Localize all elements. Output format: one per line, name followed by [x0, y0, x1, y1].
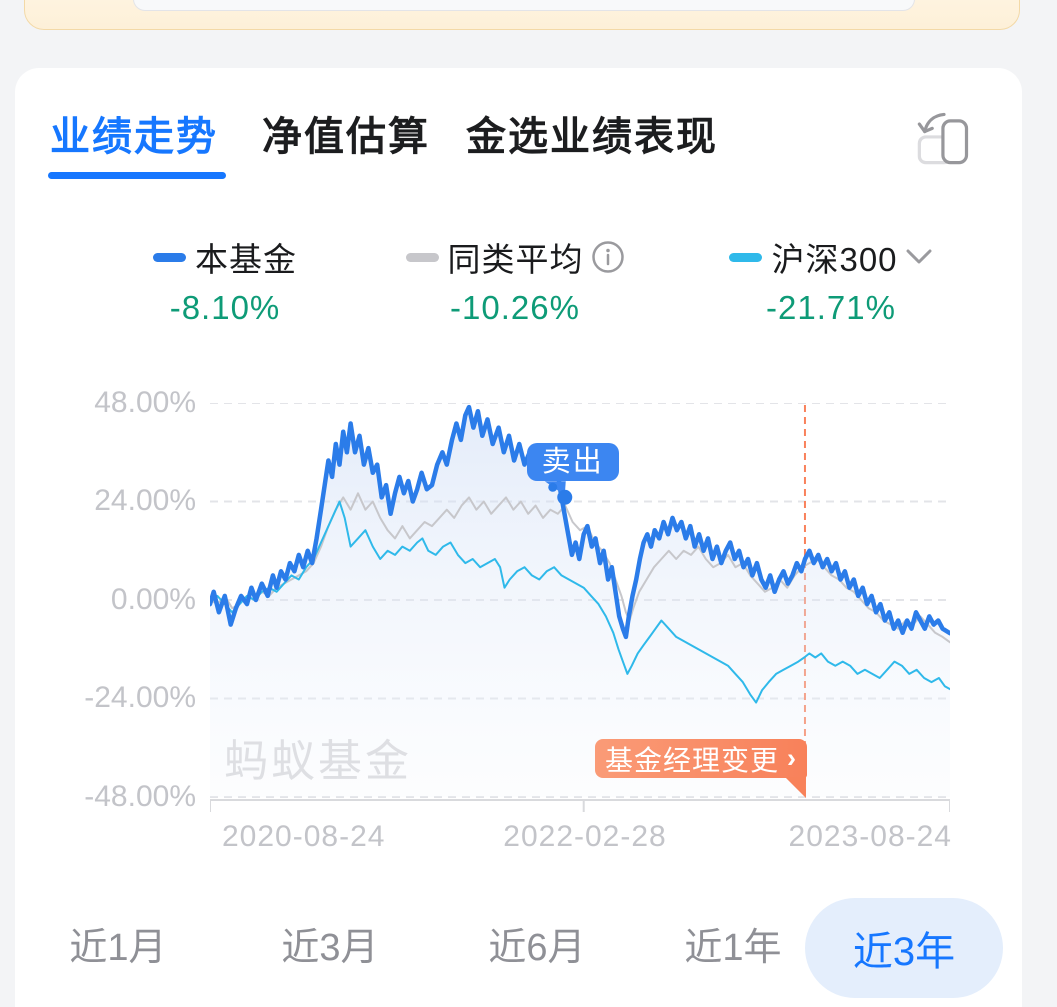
time-range-3m[interactable]: 近3月	[281, 927, 379, 969]
legend-dash-1	[405, 252, 439, 262]
time-range-6m[interactable]: 近6月	[488, 927, 586, 969]
legend-item-category-average: 同类平均 -10.26%	[387, 234, 643, 327]
legend-item-fund: 本基金 -8.10%	[120, 234, 330, 327]
legend-label-csi300: 沪深300	[771, 241, 898, 278]
index-dropdown-chevron-icon[interactable]	[905, 248, 933, 266]
manager-change-label: 基金经理变更	[604, 744, 779, 776]
performance-card: 业绩走势 净值估算 金选业绩表现 本基金 -8.10% 同类平均	[15, 68, 1022, 1007]
sell-marker-tooltip[interactable]: 卖出	[526, 443, 619, 482]
y-axis-tick-neg24: -24.00%	[84, 681, 196, 714]
x-axis-tick-1: 2022-02-28	[503, 820, 667, 853]
watermark: 蚂蚁基金	[224, 737, 412, 786]
time-range-1y[interactable]: 近1年	[684, 927, 782, 969]
rotate-screen-button[interactable]	[916, 108, 972, 168]
time-range-3y-active[interactable]: 近3年	[805, 898, 1003, 998]
active-tab-underline	[48, 172, 226, 179]
tab-gold-select-performance[interactable]: 金选业绩表现	[466, 115, 718, 159]
top-banner-card	[24, 0, 1020, 30]
tab-net-value-estimate[interactable]: 净值估算	[262, 115, 430, 159]
tab-performance-trend[interactable]: 业绩走势	[50, 115, 218, 159]
legend-label-category-average: 同类平均	[447, 241, 584, 278]
rotate-screen-icon	[917, 112, 969, 165]
legend-value-2: -21.71%	[766, 289, 896, 326]
legend-dash-0	[153, 252, 186, 262]
legend-item-csi300: 沪深300 -21.71%	[707, 234, 955, 327]
top-banner-inner-bar	[133, 0, 915, 11]
y-axis-tick-0: 0.00%	[110, 583, 196, 616]
x-axis-tick-2: 2023-08-24	[788, 820, 952, 853]
x-axis-tick-0: 2020-08-24	[222, 820, 386, 853]
legend-value-1: -10.26%	[450, 289, 580, 326]
manager-change-badge[interactable]: 基金经理变更 ›	[594, 739, 807, 778]
y-axis-tick-24: 24.00%	[94, 484, 196, 517]
performance-line-chart	[207, 402, 953, 812]
chart-area[interactable]: 蚂蚁基金 卖出 基金经理变更 ›	[207, 402, 953, 813]
legend-value-0: -8.10%	[169, 289, 281, 326]
chevron-right-icon: ›	[786, 743, 797, 773]
legend-dash-2	[729, 252, 763, 262]
time-range-1m[interactable]: 近1月	[69, 927, 167, 969]
legend-label-fund: 本基金	[195, 241, 297, 278]
y-axis-tick-48: 48.00%	[94, 386, 196, 419]
info-icon[interactable]	[591, 240, 625, 274]
y-axis-tick-neg48: -48.00%	[84, 780, 196, 813]
